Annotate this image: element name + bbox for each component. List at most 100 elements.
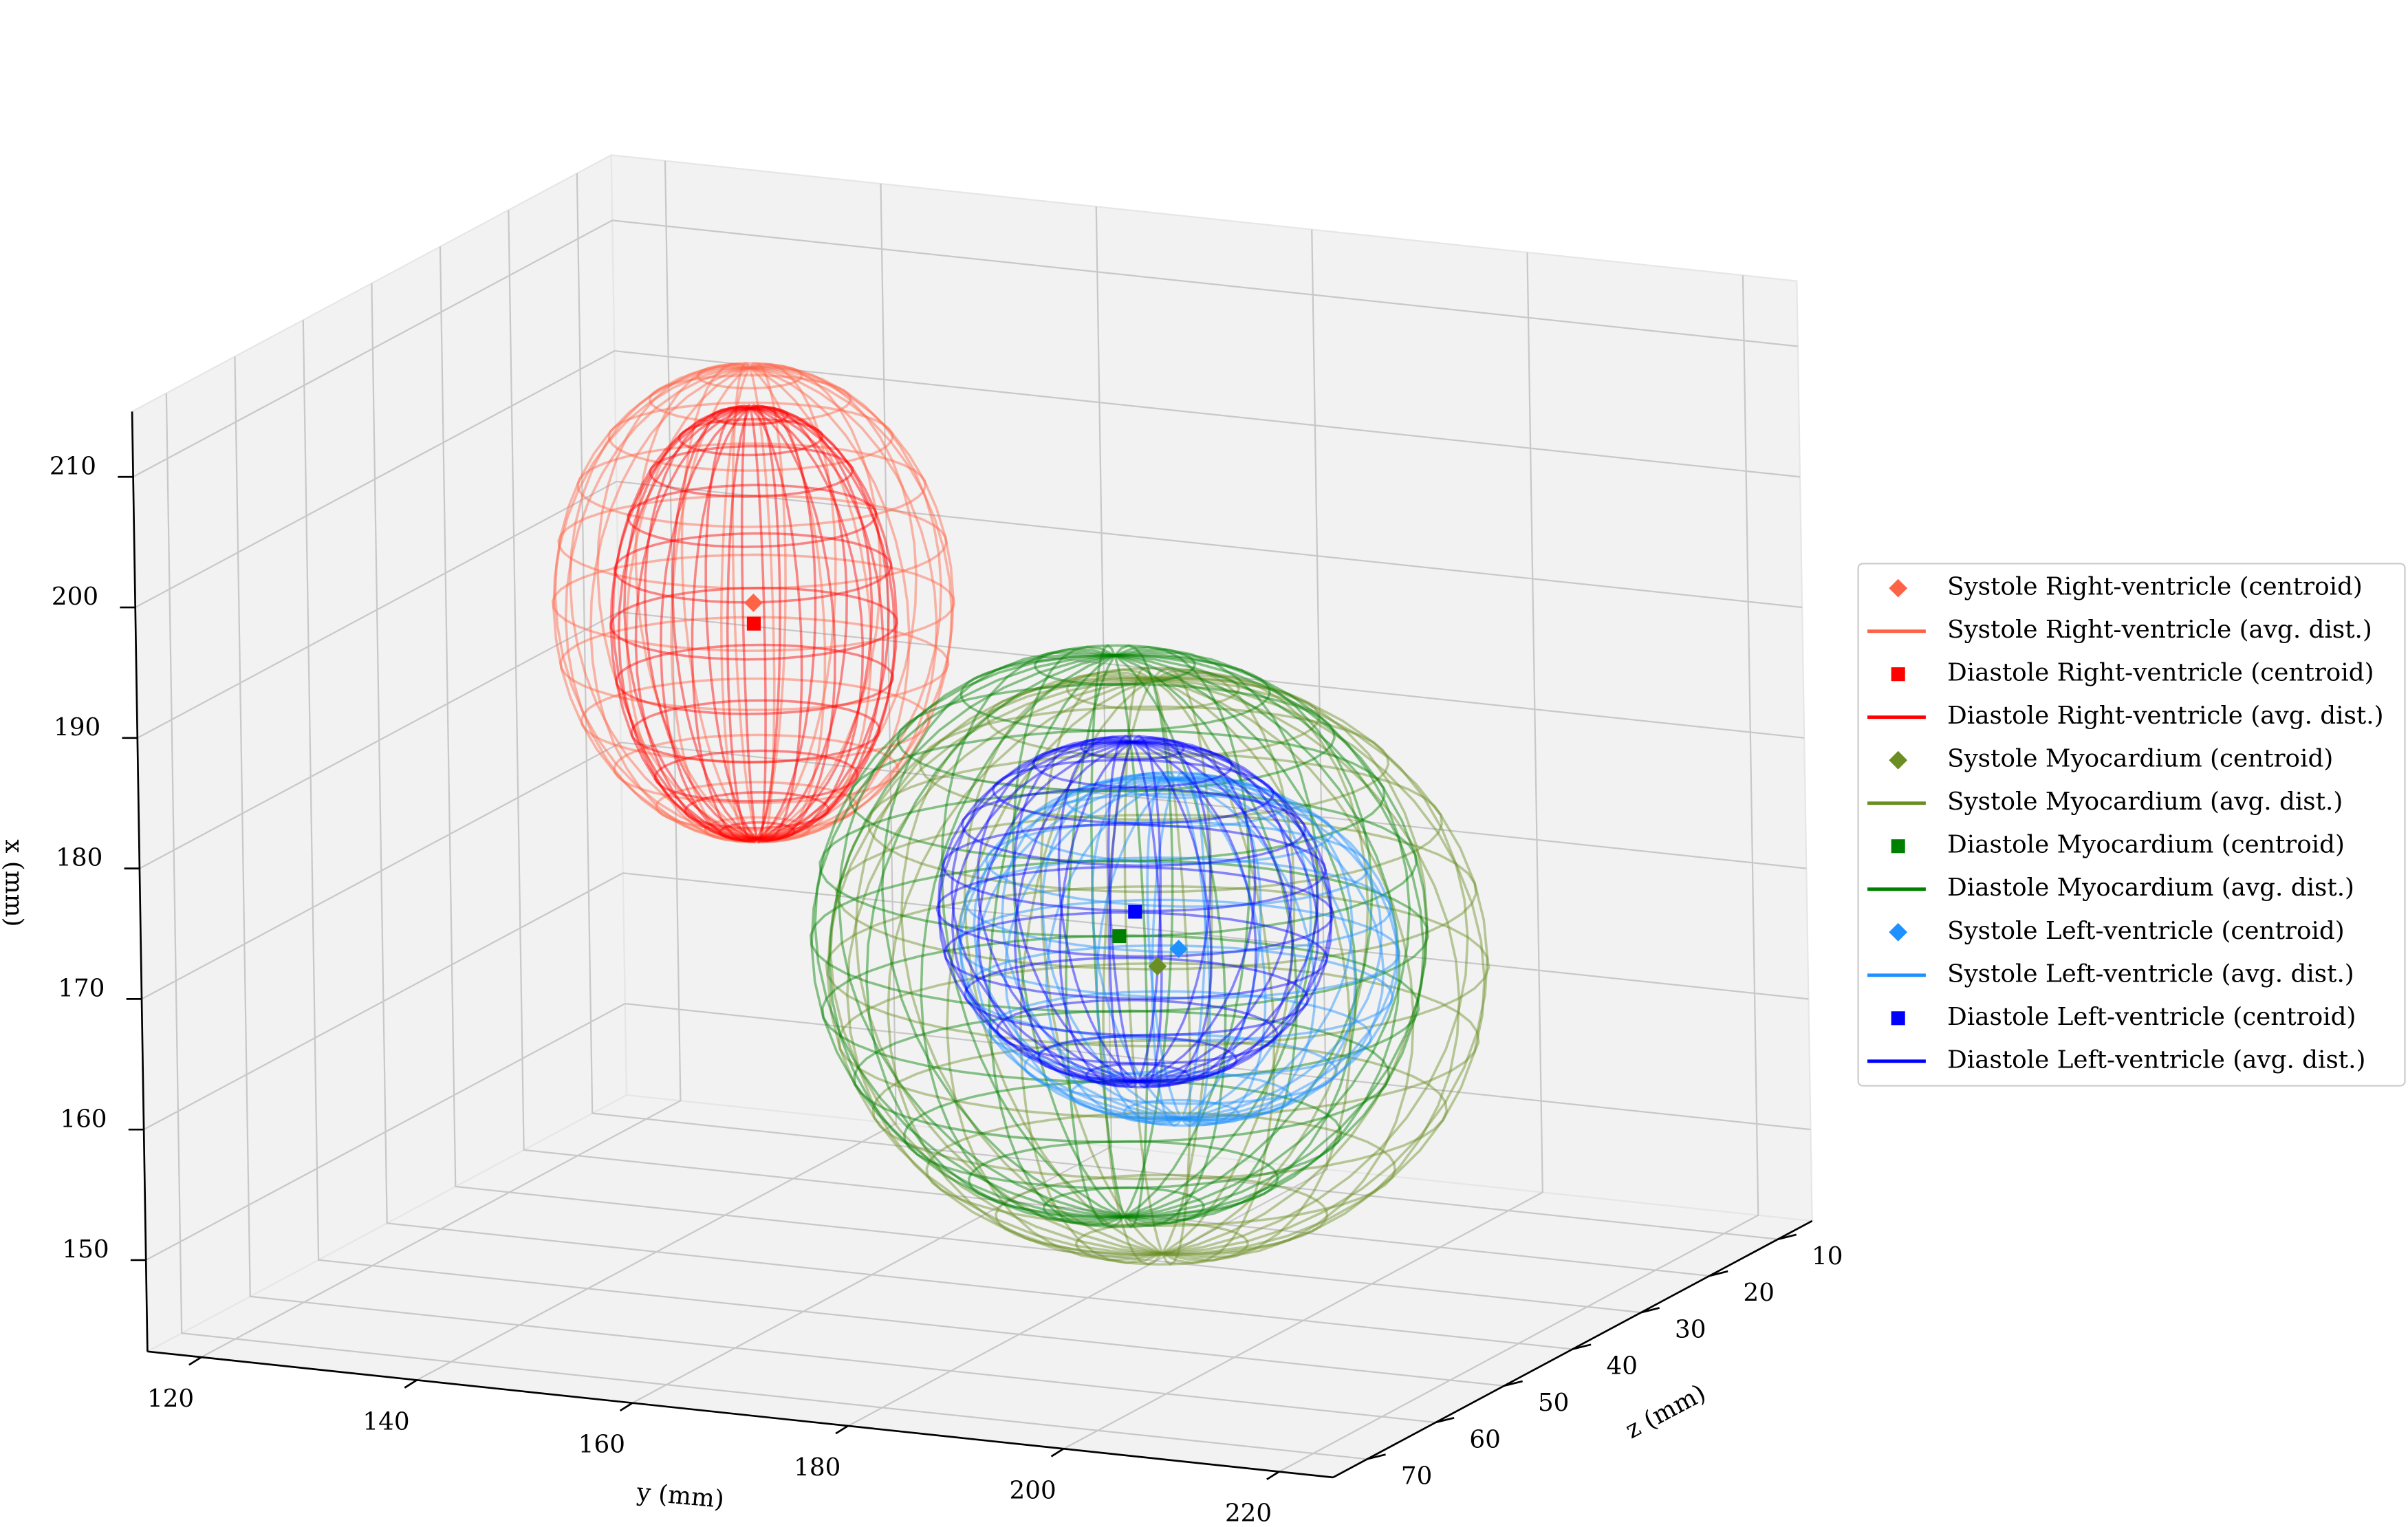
wireframe: [900, 673, 1415, 1259]
x-axis: [131, 411, 149, 1352]
wireframe: [643, 406, 865, 842]
grid-line: [508, 210, 1710, 1277]
wireframe: [965, 944, 1394, 1042]
wireframe: [655, 781, 858, 832]
ellipsoid: [551, 362, 956, 844]
x-tick-label: 190: [54, 713, 100, 741]
wireframe: [835, 813, 1477, 971]
centroid-marker: [1889, 922, 1908, 942]
wireframe: [1039, 668, 1276, 1265]
legend-label: Diastole Left-ventricle (avg. dist.): [1947, 1046, 2365, 1074]
wireframe: [719, 821, 796, 843]
wireframe: [611, 407, 896, 841]
wireframe: [814, 654, 1425, 1218]
wireframes: [551, 362, 1490, 1266]
grid-line: [143, 872, 1809, 1131]
legend-label: Diastole Right-ventricle (centroid): [1947, 659, 2374, 687]
wireframe: [580, 677, 931, 764]
grid-line: [141, 741, 1807, 1000]
wireframe: [988, 645, 1251, 1227]
wireframe: [648, 373, 852, 425]
wireframe: [959, 778, 1398, 1120]
grid-line: [371, 283, 1573, 1350]
wireframe: [704, 404, 803, 843]
wireframe: [712, 404, 789, 426]
wireframe: [867, 752, 1444, 894]
wireframe: [609, 586, 898, 661]
wireframe: [902, 1079, 1343, 1190]
y-tick-label: 120: [147, 1385, 194, 1413]
wireframe: [1085, 1063, 1191, 1089]
axes: 150 160 170 180 190 200 210 120 140 160 180 200 220 1…: [50, 411, 1843, 1527]
wireframe: [684, 791, 830, 830]
wireframe: [1146, 770, 1211, 1127]
grid-line: [165, 393, 1367, 1460]
grid-line: [576, 173, 1778, 1240]
grid-line: [439, 246, 1642, 1314]
z-tick-label: 20: [1744, 1279, 1775, 1307]
legend-label: Diastole Right-ventricle (avg. dist.): [1947, 702, 2383, 730]
wireframe: [670, 362, 837, 843]
wireframe: [691, 404, 817, 843]
z-tick-label: 30: [1675, 1315, 1706, 1343]
wireframe: [1019, 792, 1334, 865]
centroid-marker: [1891, 839, 1905, 854]
grid-line: [302, 320, 1504, 1387]
wireframe: [1095, 772, 1262, 1126]
wireframe: [946, 671, 1369, 1261]
wireframe: [935, 865, 1335, 958]
wireframe: [995, 999, 1279, 1065]
wireframe: [937, 741, 1333, 1083]
wireframe: [653, 749, 859, 803]
y-tick-label: 140: [362, 1407, 409, 1436]
wireframe: [951, 740, 1319, 1083]
wireframe: [951, 739, 1320, 1084]
wireframe: [809, 859, 1429, 1013]
wireframe: [659, 404, 848, 843]
wireframe: [960, 787, 1307, 867]
legend-label: Systole Right-ventricle (avg. dist.): [1947, 616, 2372, 644]
legend-label: Diastole Myocardium (avg. dist.): [1947, 874, 2354, 902]
wireframe: [1037, 1035, 1238, 1083]
wireframe: [871, 1039, 1449, 1181]
wireframe: [958, 778, 1400, 1120]
x-tick-label: 200: [52, 583, 98, 611]
grid-line: [847, 229, 1328, 1427]
wireframe: [964, 956, 1310, 1037]
wireframe: [810, 654, 1429, 1218]
wireframe: [1004, 775, 1354, 1123]
wireframe: [1041, 773, 1316, 1125]
wireframe: [1074, 1222, 1249, 1266]
wireframe: [986, 676, 1321, 759]
wireframe: [1001, 775, 1357, 1123]
ellipsoid: [809, 644, 1429, 1228]
wireframe: [617, 407, 890, 841]
y-tick: [188, 1356, 202, 1366]
wireframe: [967, 1140, 1279, 1219]
grid-line: [133, 219, 1799, 478]
wireframe: [1151, 771, 1207, 1127]
centroid-marker: [1889, 750, 1908, 770]
ellipsoid: [609, 403, 898, 844]
wireframe: [937, 741, 1333, 1083]
wireframe: [589, 365, 918, 841]
wireframe: [943, 911, 1329, 1000]
wireframe: [826, 678, 1489, 1255]
centroid-marker: [1169, 940, 1189, 958]
wireframe: [740, 403, 767, 844]
y-tick: [1050, 1448, 1065, 1458]
wireframe: [1102, 667, 1213, 1266]
wireframe: [677, 418, 824, 457]
wireframe: [1059, 736, 1212, 1087]
wireframe: [853, 1009, 1391, 1144]
wireframe: [680, 362, 827, 843]
wireframe: [887, 673, 1429, 1259]
wireframe: [1080, 735, 1185, 761]
wireframe: [1065, 667, 1240, 711]
wireframe: [1012, 645, 1227, 1227]
wireframe: [726, 404, 781, 843]
wireframe: [940, 648, 1299, 1224]
wireframe: [1064, 776, 1288, 828]
